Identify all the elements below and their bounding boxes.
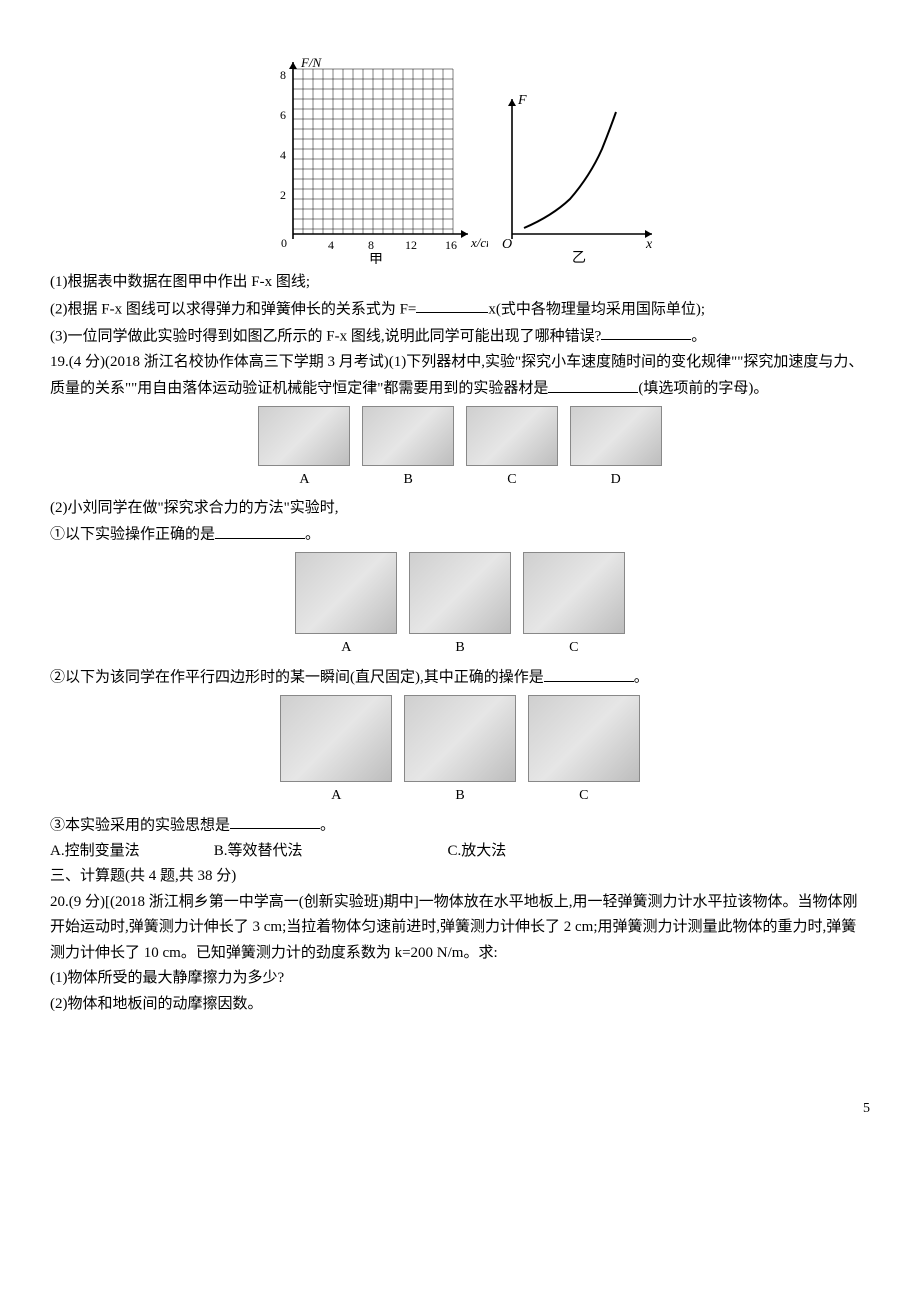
q20-src: [(2018 浙江桐乡第一中学高一(创新实验班)期中] xyxy=(105,894,419,910)
q19-t2-3: ③本实验采用的实验思想是 。 xyxy=(50,812,870,839)
q20-p1: (1)物体所受的最大静摩擦力为多少? xyxy=(50,966,870,992)
page-number: 5 xyxy=(50,1097,870,1121)
q18-line1: (1)根据表中数据在图甲中作出 F-x 图线; xyxy=(50,270,870,296)
image-row-1: A B C D xyxy=(50,406,870,492)
label2-B: B xyxy=(409,636,511,660)
opt-B[interactable]: B.等效替代法 xyxy=(214,839,444,865)
label-C: C xyxy=(466,468,558,492)
blank-q19-1[interactable] xyxy=(548,375,638,393)
svg-text:12: 12 xyxy=(405,238,417,252)
section-3-heading: 三、计算题(共 4 题,共 38 分) xyxy=(50,864,870,890)
q19-num: 19. xyxy=(50,354,69,370)
q19-t2-2: ②以下为该同学在作平行四边形时的某一瞬间(直尺固定),其中正确的操作是 。 xyxy=(50,664,870,691)
q19-t2-1a: ①以下实验操作正确的是 xyxy=(50,527,215,543)
op-A xyxy=(295,552,397,634)
svg-text:4: 4 xyxy=(328,238,334,252)
label3-C: C xyxy=(528,784,640,808)
label2-C: C xyxy=(523,636,625,660)
image-row-2: A B C xyxy=(50,552,870,660)
q18-l3a: (3)一位同学做此实验时得到如图乙所示的 F-x 图线,说明此同学可能出现了哪种… xyxy=(50,328,601,344)
label-D: D xyxy=(570,468,662,492)
q18-l2b: x(式中各物理量均采用国际单位); xyxy=(488,301,705,317)
q19-t2-1: ①以下实验操作正确的是 。 xyxy=(50,521,870,548)
para-C xyxy=(528,695,640,782)
svg-text:8: 8 xyxy=(280,68,286,82)
q19-options: A.控制变量法 B.等效替代法 C.放大法 xyxy=(50,839,870,865)
label3-A: A xyxy=(280,784,392,808)
svg-text:O: O xyxy=(502,237,512,252)
q18-line2: (2)根据 F-x 图线可以求得弹力和弹簧伸长的关系式为 F= x(式中各物理量均… xyxy=(50,296,870,323)
curve-caption: 乙 xyxy=(572,250,586,264)
opt-A[interactable]: A.控制变量法 xyxy=(50,839,210,865)
blank-fx[interactable] xyxy=(416,296,488,314)
q20-num: 20. xyxy=(50,894,69,910)
q18-l2a: (2)根据 F-x 图线可以求得弹力和弹簧伸长的关系式为 F= xyxy=(50,301,416,317)
label3-B: B xyxy=(404,784,516,808)
q19-pts: (4 分) xyxy=(69,354,105,370)
q20-pts: (9 分) xyxy=(69,894,105,910)
para-B xyxy=(404,695,516,782)
q20-p2: (2)物体和地板间的动摩擦因数。 xyxy=(50,992,870,1018)
blank-q19-2-3[interactable] xyxy=(230,812,320,830)
chart-grid: F/N x/cm 2 4 6 8 0 4 8 12 16 甲 xyxy=(258,54,488,264)
blank-q19-2-2[interactable] xyxy=(544,664,634,682)
curve-ylabel: F xyxy=(517,94,527,108)
equip-A xyxy=(258,406,350,466)
equip-D xyxy=(570,406,662,466)
svg-text:2: 2 xyxy=(280,188,286,202)
svg-text:8: 8 xyxy=(368,238,374,252)
q18-line3: (3)一位同学做此实验时得到如图乙所示的 F-x 图线,说明此同学可能出现了哪种… xyxy=(50,323,870,350)
q19-t1b: (填选项前的字母)。 xyxy=(638,381,768,397)
label-A: A xyxy=(258,468,350,492)
q18-l3b: 。 xyxy=(691,328,706,344)
image-row-3: A B C xyxy=(50,695,870,808)
q19-t2-2b: 。 xyxy=(634,670,649,686)
opt-C[interactable]: C.放大法 xyxy=(448,839,507,865)
blank-q19-2-1[interactable] xyxy=(215,521,305,539)
svg-text:0: 0 xyxy=(281,236,287,250)
q19-t2-2a: ②以下为该同学在作平行四边形时的某一瞬间(直尺固定),其中正确的操作是 xyxy=(50,670,544,686)
grid-xlabel: x/cm xyxy=(470,235,488,250)
grid-caption: 甲 xyxy=(369,253,383,264)
svg-text:16: 16 xyxy=(445,238,457,252)
label-B: B xyxy=(362,468,454,492)
curve-xlabel: x xyxy=(645,237,653,252)
grid-ylabel: F/N xyxy=(300,55,323,70)
q19-t2-3b: 。 xyxy=(320,817,335,833)
op-C xyxy=(523,552,625,634)
equip-B xyxy=(362,406,454,466)
chart-curve: F x O 乙 xyxy=(492,94,662,264)
label2-A: A xyxy=(295,636,397,660)
figure-row-charts: F/N x/cm 2 4 6 8 0 4 8 12 16 甲 F x O xyxy=(50,54,870,264)
q19-t2-1b: 。 xyxy=(305,527,320,543)
q20-stem: 20.(9 分)[(2018 浙江桐乡第一中学高一(创新实验班)期中]一物体放在… xyxy=(50,890,870,967)
q19-stem: 19.(4 分)(2018 浙江名校协作体高三下学期 3 月考试)(1)下列器材… xyxy=(50,350,870,403)
blank-error[interactable] xyxy=(601,323,691,341)
equip-C xyxy=(466,406,558,466)
q19-t2-3a: ③本实验采用的实验思想是 xyxy=(50,817,230,833)
svg-text:4: 4 xyxy=(280,148,286,162)
svg-text:6: 6 xyxy=(280,108,286,122)
para-A xyxy=(280,695,392,782)
q19-t2: (2)小刘同学在做"探究求合力的方法"实验时, xyxy=(50,496,870,522)
q19-src: (2018 浙江名校协作体高三下学期 3 月考试) xyxy=(105,354,389,370)
op-B xyxy=(409,552,511,634)
